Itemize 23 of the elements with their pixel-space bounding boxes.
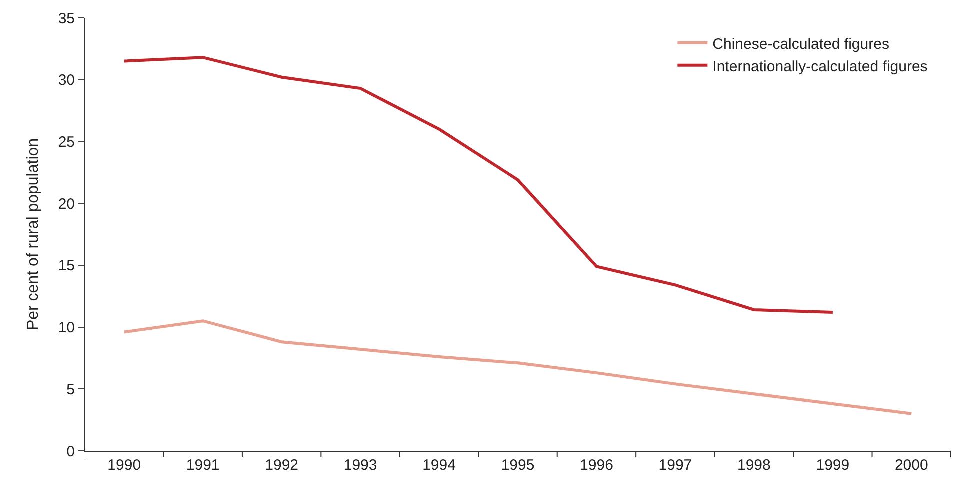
y-tick-label: 35 — [58, 10, 75, 28]
x-tick-label: 1996 — [580, 457, 614, 474]
line-series — [122, 320, 914, 416]
x-tick-label: 1995 — [501, 457, 535, 474]
y-tick-label: 25 — [58, 134, 75, 151]
x-tick-label: 1990 — [108, 457, 142, 474]
x-tick-label: 1994 — [422, 457, 456, 474]
x-tick-label: 2000 — [894, 457, 928, 474]
y-tick-label: 20 — [58, 196, 75, 213]
x-tick-label: 1993 — [344, 457, 378, 474]
x-tick-label: 1999 — [816, 457, 850, 474]
y-tick-label: 0 — [66, 443, 75, 460]
x-tick-label: 1998 — [737, 457, 771, 474]
x-tick-label: 1992 — [265, 457, 299, 474]
y-tick-label: 10 — [58, 320, 75, 337]
y-tick-label: 15 — [58, 258, 75, 275]
y-axis-title: Per cent of rural population — [25, 138, 42, 331]
x-tick-label: 1997 — [658, 457, 692, 474]
x-tick-label: 1991 — [186, 457, 220, 474]
legend-label: Internationally-calculated figures — [712, 58, 928, 76]
y-tick-label: 30 — [58, 72, 75, 90]
y-tick-label: 5 — [66, 381, 75, 398]
legend-label: Chinese-calculated figures — [712, 36, 890, 53]
